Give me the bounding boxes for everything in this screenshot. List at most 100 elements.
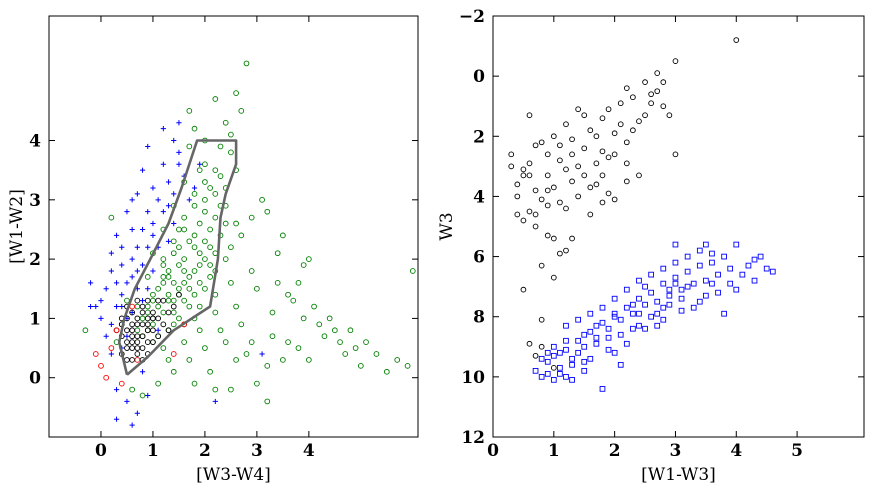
left-green-circles-point — [207, 368, 213, 375]
left-green-circles-point — [331, 327, 338, 334]
left-blue-plus-point — [145, 392, 151, 399]
left-blue-plus-point — [113, 280, 120, 286]
left-green-circles-point — [181, 279, 187, 286]
left-green-circles-point — [254, 380, 260, 387]
left-black-circles-point — [134, 297, 141, 304]
left-green-circles-point — [212, 191, 219, 197]
left-green-circles-point — [409, 268, 416, 274]
left-green-circles-point — [274, 279, 281, 286]
left-blue-plus-point — [134, 410, 140, 416]
right-blue-squares-point — [544, 358, 551, 365]
right-black-circles-point — [648, 91, 654, 98]
right-black-circles-point — [526, 160, 533, 167]
left-blue-plus-point — [171, 220, 177, 227]
left-green-circles-point — [228, 131, 234, 138]
right-black-circles-point — [611, 151, 618, 158]
left-blue-plus-point — [124, 398, 130, 405]
right-blue-squares-point — [690, 280, 697, 287]
left-green-circles-point — [186, 238, 193, 245]
left-black-circles-point — [144, 297, 151, 304]
left-blue-plus-point — [186, 197, 192, 203]
left-black-circles-point — [155, 333, 161, 340]
left-green-circles-point — [196, 279, 203, 286]
right-blue-squares-point — [599, 304, 606, 311]
left-green-circles-point — [383, 368, 390, 375]
right-x-tick-label: 0 — [487, 441, 499, 461]
left-green-circles-point — [207, 274, 213, 280]
left-x-tick-label: 3 — [251, 441, 263, 461]
left-green-circles-point — [170, 321, 177, 328]
right-blue-squares-point — [581, 358, 588, 365]
right-black-circles-point — [520, 286, 527, 293]
right-black-circles-point — [550, 274, 557, 281]
left-green-circles-point — [181, 256, 187, 262]
left-green-circles-point — [285, 291, 291, 298]
right-blue-squares-point — [727, 265, 734, 272]
left-blue-plus-point — [113, 386, 120, 393]
left-green-circles-point — [295, 279, 302, 286]
right-plot-area — [493, 16, 864, 437]
right-blue-squares-point — [678, 295, 685, 302]
right-blue-squares-point — [642, 283, 648, 290]
left-blue-plus-point — [145, 143, 151, 150]
right-blue-squares-point — [690, 304, 697, 311]
right-blue-squares-point — [672, 280, 679, 287]
right-blue-squares-point — [672, 274, 679, 281]
left-blue-plus-point — [145, 244, 151, 250]
right-blue-squares-point — [636, 310, 642, 317]
right-blue-squares-point — [617, 361, 624, 368]
right-blue-squares-point — [769, 268, 776, 275]
right-blue-squares-point — [611, 349, 618, 356]
right-black-circles-point — [672, 151, 679, 158]
left-green-circles-point — [233, 303, 239, 310]
left-black-circles-point — [139, 303, 146, 310]
right-blue-squares-point — [599, 386, 606, 392]
right-blue-squares-point — [630, 325, 636, 332]
right-black-circles-point — [532, 187, 539, 194]
right-black-circles-point — [599, 172, 606, 179]
left-black-circles-point — [155, 297, 161, 304]
right-blue-squares-point — [557, 364, 563, 371]
right-black-circles-point — [544, 202, 551, 209]
left-black-circles-point — [129, 327, 136, 334]
right-black-circles-point — [672, 58, 679, 64]
right-blue-squares-point — [544, 349, 551, 356]
right-black-circles-point — [550, 235, 557, 242]
left-black-circles-point — [150, 339, 156, 345]
left-black-circles-point — [129, 309, 136, 316]
right-blue-squares-point — [745, 262, 752, 269]
left-green-circles-point — [352, 345, 359, 351]
left-red-circles-point — [118, 380, 125, 387]
right-black-circles-point — [599, 115, 606, 122]
right-blue-squares-point — [575, 316, 581, 323]
right-blue-squares-point — [678, 307, 685, 314]
left-blue-plus-point — [150, 268, 156, 274]
left-blue-plus-point — [93, 303, 99, 310]
left-green-circles-point — [155, 285, 161, 292]
left-y-tick-label: 4 — [29, 132, 41, 152]
right-black-circles-point — [648, 100, 654, 107]
right-black-circles-point — [569, 136, 575, 143]
left-blue-plus-point — [160, 161, 166, 167]
left-green-circles-point — [212, 386, 219, 393]
left-black-circles-point — [134, 351, 141, 357]
left-blue-plus-point — [119, 292, 125, 298]
right-x-tick-label: 5 — [791, 441, 803, 461]
right-blue-squares-point — [623, 286, 630, 293]
right-black-circles-point — [538, 262, 545, 269]
left-blue-plus-point — [87, 303, 94, 310]
right-black-circles-point — [544, 172, 551, 179]
right-blue-squares-point — [550, 352, 557, 359]
right-x-tick-label: 3 — [670, 441, 682, 461]
left-green-circles-point — [238, 321, 245, 328]
right-blue-squares-point — [636, 277, 642, 284]
right-black-circles-point — [544, 232, 551, 239]
left-blue-plus-point — [212, 398, 218, 405]
left-green-circles-point — [202, 161, 208, 168]
left-green-circles-point — [108, 214, 115, 221]
right-black-circles-point — [617, 100, 624, 107]
right-blue-squares-point — [550, 343, 557, 350]
right-y-tick-label: 10 — [461, 368, 485, 388]
right-blue-squares-point — [599, 319, 606, 326]
left-green-circles-point — [186, 274, 193, 280]
